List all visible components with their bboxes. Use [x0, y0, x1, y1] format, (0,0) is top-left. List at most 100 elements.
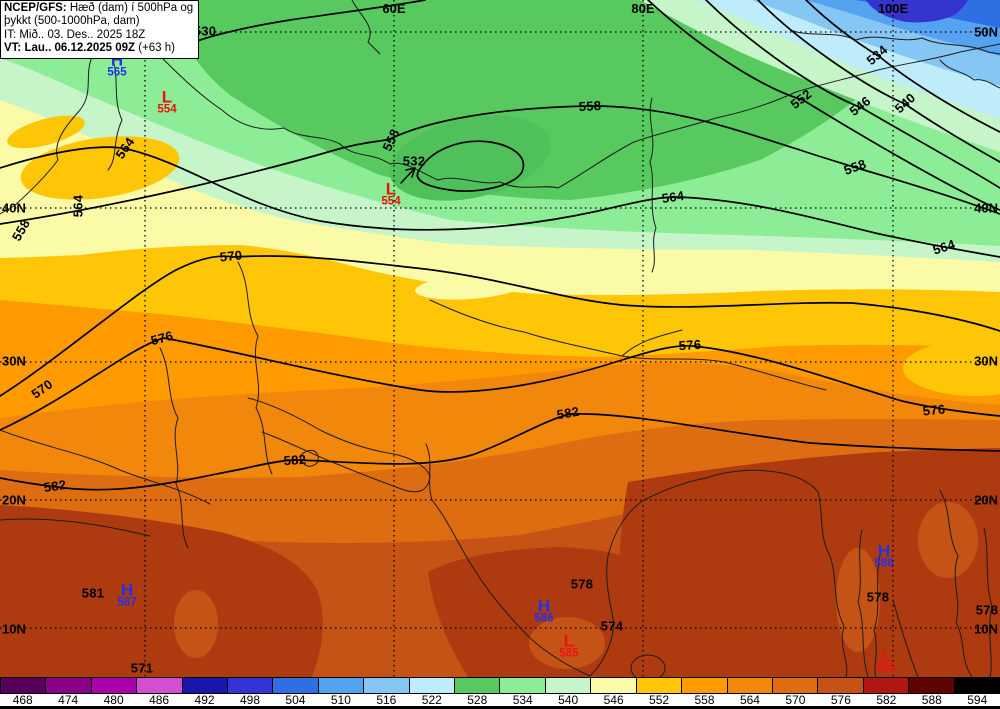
contour-label: 558 [8, 216, 34, 244]
contour-label: 570 [28, 376, 56, 402]
contour-label: 564 [112, 134, 138, 162]
contour-label: 581 [81, 585, 105, 601]
colorbar-cell [46, 678, 92, 694]
colorbar-cell [909, 678, 955, 694]
contour-label: 564 [70, 194, 86, 218]
map-canvas [0, 0, 1000, 677]
colorbar-cell [954, 678, 1000, 694]
colorbar-value: 534 [512, 693, 533, 707]
colorbar-cell [137, 678, 183, 694]
colorbar-cell [818, 678, 864, 694]
colorbar-value: 474 [58, 693, 79, 707]
pressure-center-low: L 585 [876, 646, 896, 675]
colorbar-value: 486 [149, 693, 170, 707]
grid-label: 80E [631, 1, 655, 16]
product-name: NCEP/GFS: [4, 2, 67, 14]
colorbar-cell [772, 678, 819, 694]
colorbar-value: 468 [12, 693, 33, 707]
colorbar-cell [273, 678, 319, 694]
colorbar-value: 480 [103, 693, 124, 707]
contour-label: 540 [891, 89, 919, 117]
colorbar-value: 510 [330, 693, 351, 707]
pressure-center-high: H 587 [117, 582, 137, 609]
pressure-center-low: L 554 [157, 87, 177, 116]
center-value: 554 [381, 195, 401, 208]
center-value: 587 [117, 596, 137, 609]
legend-init-time: IT: Mið.. 03. Des.. 2025 18Z [4, 28, 146, 41]
height-contours [0, 0, 1000, 491]
grid-label: 40N [974, 200, 998, 216]
contour-label: 532 [402, 153, 426, 169]
colorbar-cell [182, 678, 229, 694]
contour-label: 534 [863, 41, 891, 69]
center-letter: H [877, 541, 891, 561]
pressure-center-high: H 586 [874, 541, 894, 570]
legend-box: NCEP/GFS: Hæð (dam) í 500hPa og þykkt (5… [0, 0, 200, 59]
colorbar-value: 576 [830, 693, 851, 707]
colorbar-cell [318, 678, 365, 694]
colorbar-value: 570 [785, 693, 806, 707]
grid-label: 30N [2, 353, 26, 369]
colorbar-cell [682, 678, 728, 694]
contour-label: 552 [787, 86, 815, 112]
colorbar-cell [636, 678, 683, 694]
colorbar-value: 588 [921, 693, 942, 707]
colorbar-value: 504 [285, 693, 306, 707]
colorbar-value: 594 [967, 693, 988, 707]
colorbar-labels: 468 474 480 486 492 498 504 510 516 522 528 534 540 5… [0, 694, 1000, 709]
colorbar-value: 558 [694, 693, 715, 707]
colorbar-value: 582 [876, 693, 897, 707]
grid-label: 10N [974, 621, 998, 637]
contour-label: 578 [866, 589, 890, 605]
colorbar-cell [228, 678, 274, 694]
legend-title-line2: þykkt (500-1000hPa, dam) [4, 15, 140, 28]
center-letter: L [161, 87, 173, 107]
contour-label: 574 [600, 618, 624, 634]
colorbar-cell [455, 678, 501, 694]
colorbar-cell [545, 678, 592, 694]
colorbar-cell [727, 678, 773, 694]
grid-label: 10N [2, 621, 26, 637]
center-value: 585 [559, 647, 579, 660]
contour-label: 576 [678, 336, 702, 354]
colorbar-value: 528 [467, 693, 488, 707]
pressure-center-low: L 585 [559, 631, 579, 660]
pressure-center-high: H 586 [534, 596, 554, 625]
contour-label: 582 [42, 477, 68, 495]
center-value: 585 [876, 662, 896, 675]
center-letter: L [880, 646, 892, 666]
colorbar-cell [863, 678, 910, 694]
colorbar-cell [409, 678, 456, 694]
contour-label: 578 [975, 602, 999, 618]
center-letter: L [385, 179, 397, 199]
grid-label: 100E [877, 1, 909, 16]
contour-label: 564 [930, 236, 958, 258]
graticule [0, 0, 1000, 677]
contour-label: 576 [921, 401, 947, 419]
map-overlay: 60E 80E 100E 50N 40N 40N 30N 30N 20N 20N 10N 10N 530… [2, 1, 999, 676]
center-value: 554 [157, 103, 177, 116]
colorbar-cell [591, 678, 637, 694]
center-value: 586 [874, 557, 894, 570]
colorbar [0, 677, 1000, 694]
colorbar-cell [364, 678, 410, 694]
contour-label: 558 [841, 156, 869, 178]
colorbar-value: 522 [421, 693, 442, 707]
center-letter: L [563, 631, 575, 651]
colorbar-cell [91, 678, 138, 694]
contour-label: 576 [149, 327, 175, 349]
colorbar-value: 516 [376, 693, 397, 707]
contour-label: 571 [130, 660, 154, 676]
colorbar-value: 564 [739, 693, 760, 707]
colorbar-cell [0, 678, 47, 694]
contour-label: 582 [555, 403, 581, 423]
colorbar-value: 552 [649, 693, 670, 707]
colorbar-value: 492 [194, 693, 215, 707]
colorbar-value: 498 [239, 693, 260, 707]
grid-label: 20N [2, 492, 26, 508]
center-value: 586 [534, 612, 554, 625]
center-letter: H [537, 596, 551, 616]
contour-label: 558 [379, 126, 403, 154]
thickness-fill-bands [0, 0, 1000, 677]
grid-label: 60E [382, 1, 406, 16]
